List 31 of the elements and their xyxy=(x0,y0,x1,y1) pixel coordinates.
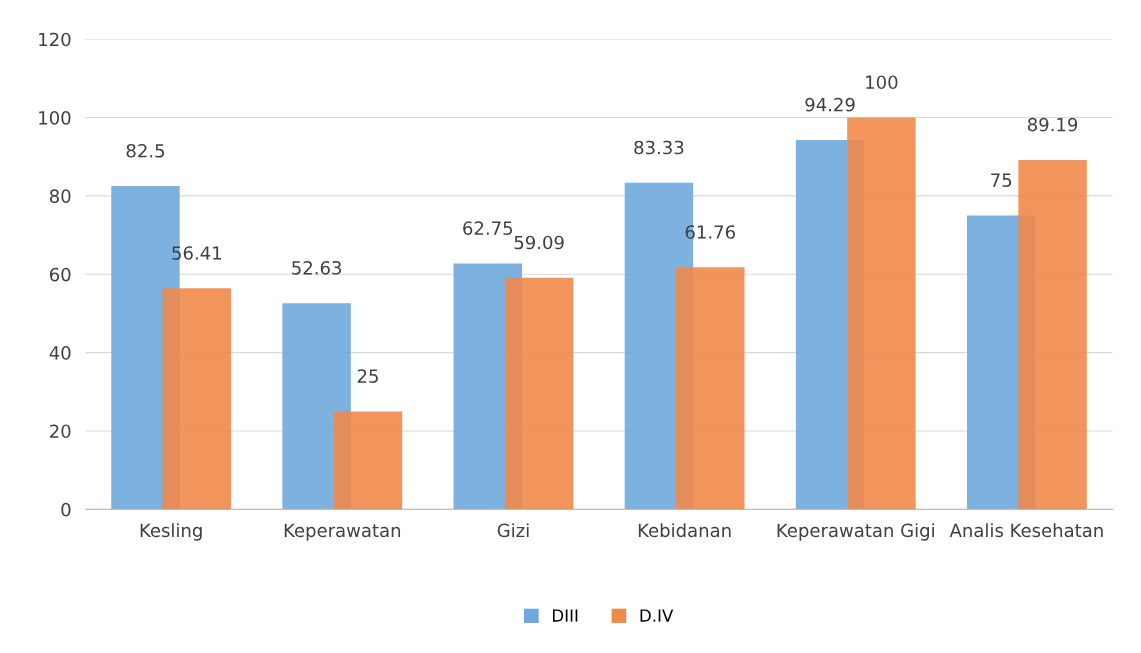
bar xyxy=(333,411,403,510)
data-label: 62.75 xyxy=(463,221,513,235)
x-tick-label: Kesling xyxy=(140,523,202,541)
y-tick-label: 80 xyxy=(49,189,71,204)
y-tick-label: 100 xyxy=(39,111,71,125)
y-tick-label: 120 xyxy=(39,32,71,47)
x-tick-label: Keperawatan Gigi xyxy=(777,523,934,541)
data-label: 100 xyxy=(866,75,898,90)
data-label: 75 xyxy=(991,173,1012,187)
data-label: 52.63 xyxy=(292,260,342,275)
data-label: 89.19 xyxy=(1027,117,1078,132)
x-tick-label: Keperawatan xyxy=(284,523,401,541)
data-label: 59.09 xyxy=(514,235,564,250)
bar xyxy=(676,267,745,510)
y-tick-label: 0 xyxy=(61,502,71,517)
bar xyxy=(162,288,232,510)
legend-label: D.IV xyxy=(640,609,674,622)
y-tick-label: 40 xyxy=(49,346,71,360)
bar xyxy=(504,277,574,510)
data-label: 83.33 xyxy=(634,140,684,155)
bar xyxy=(1018,159,1087,510)
data-label: 94.29 xyxy=(805,97,855,112)
x-tick-label: Gizi xyxy=(497,523,529,538)
data-label: 82.5 xyxy=(126,143,164,158)
legend-label: DIII xyxy=(552,609,578,622)
data-label: 25 xyxy=(357,369,378,383)
y-tick-label: 20 xyxy=(50,424,71,439)
x-tick-label: Kebidanan xyxy=(638,523,731,538)
y-tick-label: 60 xyxy=(49,267,71,282)
x-tick-label: Analis Kesehatan xyxy=(949,523,1103,538)
bar xyxy=(847,117,916,510)
